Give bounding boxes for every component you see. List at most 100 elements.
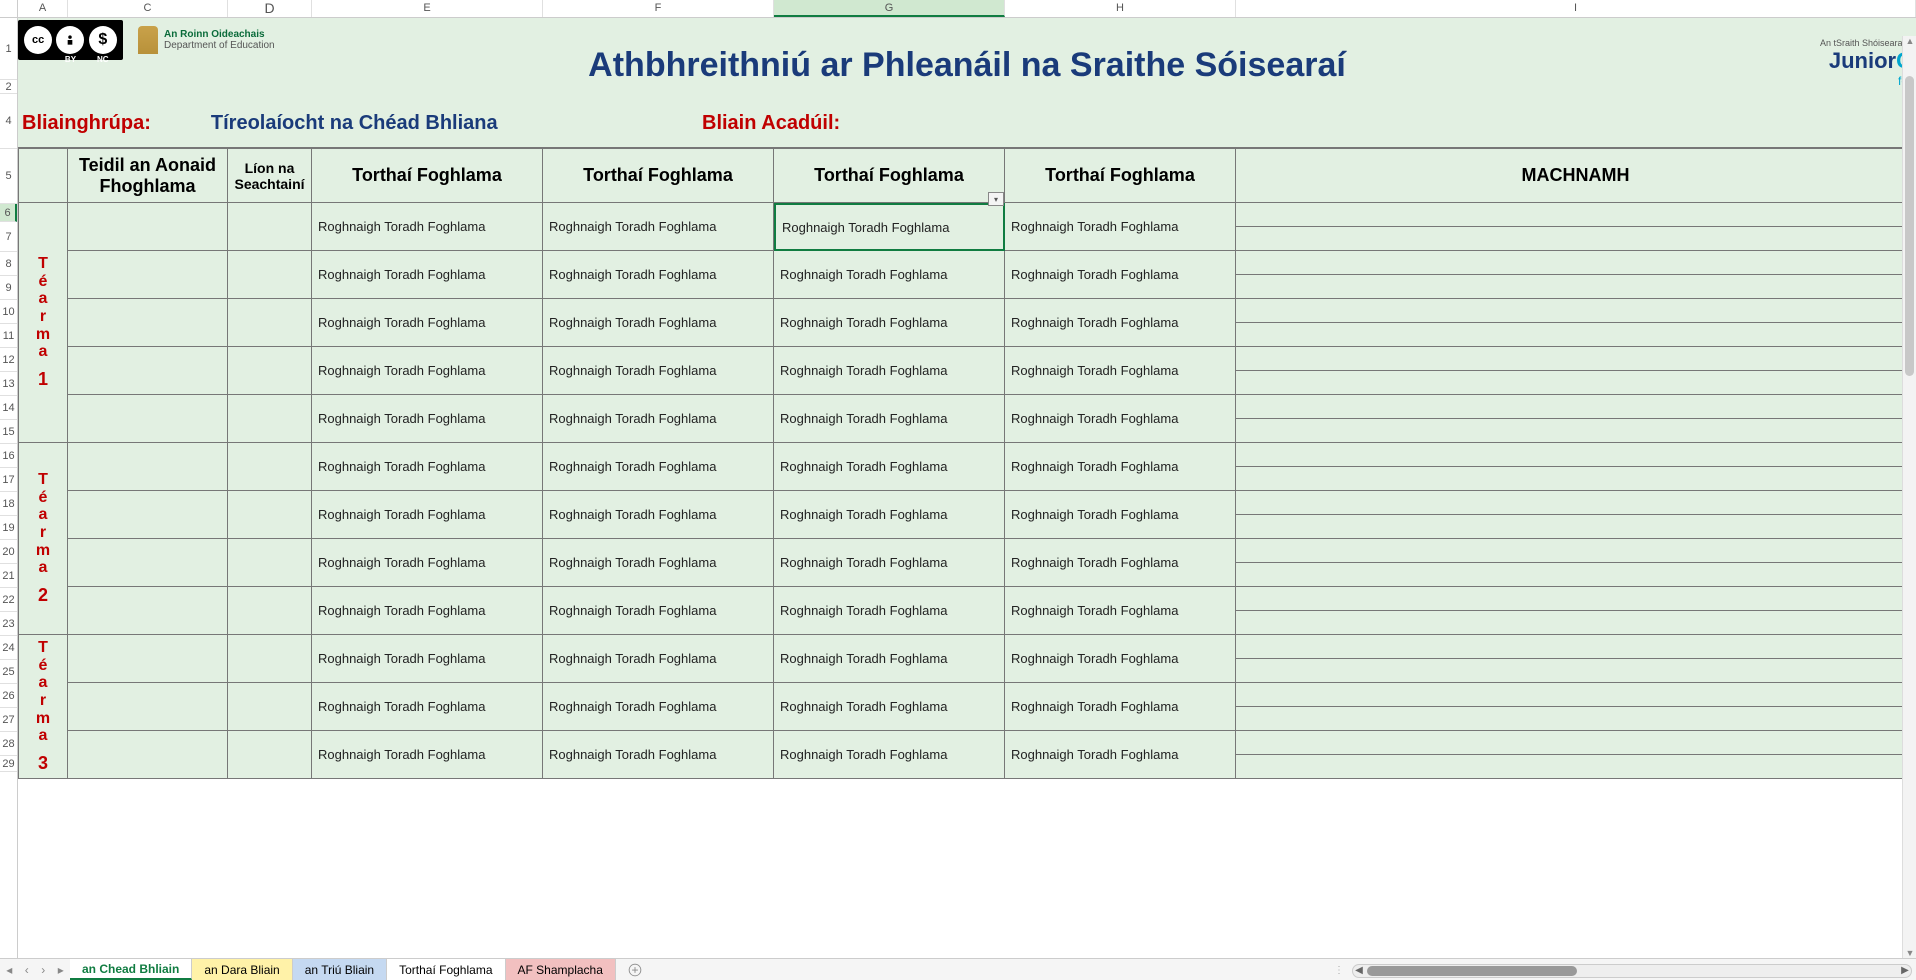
cell[interactable]: Roghnaigh Toradh Foghlama	[312, 251, 543, 299]
reflection-half[interactable]	[1236, 635, 1915, 659]
cell[interactable]	[228, 731, 312, 779]
cell[interactable]	[228, 251, 312, 299]
cell[interactable]	[68, 347, 228, 395]
reflection-half[interactable]	[1236, 755, 1915, 778]
reflection-cell[interactable]	[1236, 587, 1916, 635]
scrollbar-grip-icon[interactable]: ⋮	[1334, 965, 1346, 976]
cell[interactable]	[228, 347, 312, 395]
row-header-12[interactable]: 12	[0, 348, 17, 372]
reflection-cell[interactable]	[1236, 491, 1916, 539]
cell[interactable]: Roghnaigh Toradh Foghlama	[312, 635, 543, 683]
dropdown-icon[interactable]: ▾	[988, 192, 1004, 206]
cell[interactable]: Roghnaigh Toradh Foghlama	[1005, 203, 1236, 251]
vertical-scrollbar[interactable]: ▲ ▼	[1902, 36, 1916, 958]
reflection-half[interactable]	[1236, 707, 1915, 730]
cell[interactable]: Roghnaigh Toradh Foghlama	[1005, 299, 1236, 347]
row-header-7[interactable]: 7	[0, 222, 17, 252]
cell[interactable]	[68, 539, 228, 587]
cell[interactable]: Roghnaigh Toradh Foghlama	[1005, 347, 1236, 395]
cell[interactable]	[68, 683, 228, 731]
horizontal-scrollbar[interactable]: ◀ ▶	[1352, 964, 1912, 978]
reflection-half[interactable]	[1236, 587, 1915, 611]
reflection-half[interactable]	[1236, 467, 1915, 490]
row-header-1[interactable]: 1	[0, 18, 17, 80]
col-header-C[interactable]: C	[68, 0, 228, 17]
cell[interactable]: Roghnaigh Toradh Foghlama	[543, 347, 774, 395]
cell[interactable]	[228, 443, 312, 491]
reflection-half[interactable]	[1236, 491, 1915, 515]
reflection-half[interactable]	[1236, 659, 1915, 682]
reflection-half[interactable]	[1236, 731, 1915, 755]
cell[interactable]	[68, 491, 228, 539]
row-header-27[interactable]: 27	[0, 708, 17, 732]
active-cell[interactable]: Roghnaigh Toradh Foghlama▾	[774, 203, 1005, 251]
cell[interactable]: Roghnaigh Toradh Foghlama	[543, 731, 774, 779]
reflection-half[interactable]	[1236, 563, 1915, 586]
cell[interactable]: Roghnaigh Toradh Foghlama	[312, 395, 543, 443]
cell[interactable]: Roghnaigh Toradh Foghlama	[312, 443, 543, 491]
reflection-cell[interactable]	[1236, 347, 1916, 395]
cell[interactable]: Roghnaigh Toradh Foghlama	[1005, 635, 1236, 683]
cell[interactable]: Roghnaigh Toradh Foghlama	[774, 395, 1005, 443]
row-header-14[interactable]: 14	[0, 396, 17, 420]
row-header-6[interactable]: 6	[0, 204, 17, 222]
cell[interactable]	[228, 491, 312, 539]
row-header-13[interactable]: 13	[0, 372, 17, 396]
reflection-cell[interactable]	[1236, 299, 1916, 347]
cell[interactable]: Roghnaigh Toradh Foghlama	[774, 731, 1005, 779]
col-header-H[interactable]: H	[1005, 0, 1236, 17]
scroll-down-icon[interactable]: ▼	[1903, 948, 1916, 958]
cell[interactable]: Roghnaigh Toradh Foghlama	[312, 203, 543, 251]
reflection-half[interactable]	[1236, 443, 1915, 467]
row-header-2[interactable]: 2	[0, 80, 17, 94]
scroll-up-icon[interactable]: ▲	[1903, 36, 1916, 46]
cell[interactable]: Roghnaigh Toradh Foghlama	[1005, 731, 1236, 779]
vscroll-thumb[interactable]	[1905, 76, 1914, 376]
add-sheet-button[interactable]	[616, 959, 654, 980]
tab-first-icon[interactable]: ◂	[6, 963, 12, 977]
cell[interactable]: Roghnaigh Toradh Foghlama	[1005, 443, 1236, 491]
cell[interactable]: Roghnaigh Toradh Foghlama	[543, 635, 774, 683]
cell[interactable]: Roghnaigh Toradh Foghlama	[774, 251, 1005, 299]
row-header-18[interactable]: 18	[0, 492, 17, 516]
row-header-22[interactable]: 22	[0, 588, 17, 612]
cell[interactable]: Roghnaigh Toradh Foghlama	[1005, 395, 1236, 443]
cell[interactable]: Roghnaigh Toradh Foghlama	[1005, 587, 1236, 635]
cell[interactable]: Roghnaigh Toradh Foghlama	[774, 347, 1005, 395]
cell[interactable]: Roghnaigh Toradh Foghlama	[543, 587, 774, 635]
col-header-A[interactable]: A	[18, 0, 68, 17]
cell[interactable]: Roghnaigh Toradh Foghlama	[774, 683, 1005, 731]
reflection-half[interactable]	[1236, 371, 1915, 394]
reflection-cell[interactable]	[1236, 635, 1916, 683]
row-header-8[interactable]: 8	[0, 252, 17, 276]
cell[interactable]: Roghnaigh Toradh Foghlama	[312, 731, 543, 779]
cell[interactable]: Roghnaigh Toradh Foghlama	[543, 443, 774, 491]
reflection-half[interactable]	[1236, 275, 1915, 298]
reflection-cell[interactable]	[1236, 731, 1916, 779]
reflection-half[interactable]	[1236, 395, 1915, 419]
cell[interactable]: Roghnaigh Toradh Foghlama	[543, 203, 774, 251]
col-header-I[interactable]: I	[1236, 0, 1916, 17]
cell[interactable]	[228, 395, 312, 443]
cell[interactable]: Roghnaigh Toradh Foghlama	[774, 539, 1005, 587]
cell[interactable]: Roghnaigh Toradh Foghlama	[543, 299, 774, 347]
sheet-tab[interactable]: an Chead Bhliain	[70, 959, 192, 980]
row-header-24[interactable]: 24	[0, 636, 17, 660]
row-header-16[interactable]: 16	[0, 444, 17, 468]
cell[interactable]: Roghnaigh Toradh Foghlama	[312, 347, 543, 395]
cell[interactable]: Roghnaigh Toradh Foghlama	[543, 683, 774, 731]
cell[interactable]	[68, 203, 228, 251]
reflection-cell[interactable]	[1236, 683, 1916, 731]
cell[interactable]: Roghnaigh Toradh Foghlama	[1005, 683, 1236, 731]
tab-next-icon[interactable]: ›	[41, 963, 45, 977]
cell[interactable]	[228, 539, 312, 587]
cell[interactable]	[228, 299, 312, 347]
cell[interactable]: Roghnaigh Toradh Foghlama	[543, 491, 774, 539]
col-header-F[interactable]: F	[543, 0, 774, 17]
reflection-half[interactable]	[1236, 611, 1915, 634]
sheet-tab[interactable]: AF Shamplacha	[506, 959, 616, 980]
cell[interactable]: Roghnaigh Toradh Foghlama	[312, 587, 543, 635]
cell[interactable]	[68, 395, 228, 443]
reflection-half[interactable]	[1236, 515, 1915, 538]
col-header-G[interactable]: G	[774, 0, 1005, 17]
